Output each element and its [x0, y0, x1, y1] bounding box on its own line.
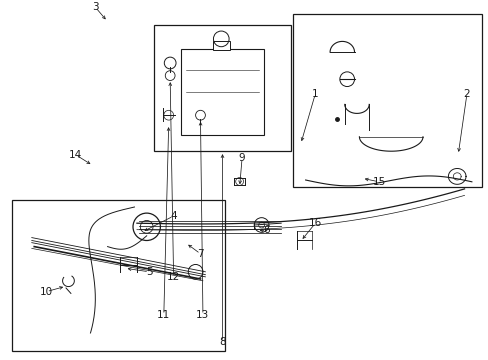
Text: 13: 13	[196, 310, 209, 320]
Text: 14: 14	[69, 150, 82, 160]
Text: 6: 6	[263, 225, 269, 235]
Text: 1: 1	[311, 89, 318, 99]
Text: 5: 5	[145, 267, 152, 277]
Bar	[181, 49, 264, 135]
Text: 11: 11	[157, 310, 170, 320]
Text: 9: 9	[238, 153, 245, 163]
Bar	[293, 14, 481, 187]
Text: 2: 2	[463, 89, 469, 99]
Text: 10: 10	[40, 287, 53, 297]
Text: 7: 7	[197, 249, 203, 259]
Text: 12: 12	[166, 272, 180, 282]
Bar	[12, 200, 224, 351]
Bar	[212, 41, 229, 50]
Text: 4: 4	[170, 211, 177, 221]
Text: 3: 3	[92, 2, 99, 12]
Bar	[154, 25, 290, 151]
Text: 15: 15	[371, 177, 385, 187]
Text: 16: 16	[308, 218, 322, 228]
Text: 8: 8	[219, 337, 225, 347]
